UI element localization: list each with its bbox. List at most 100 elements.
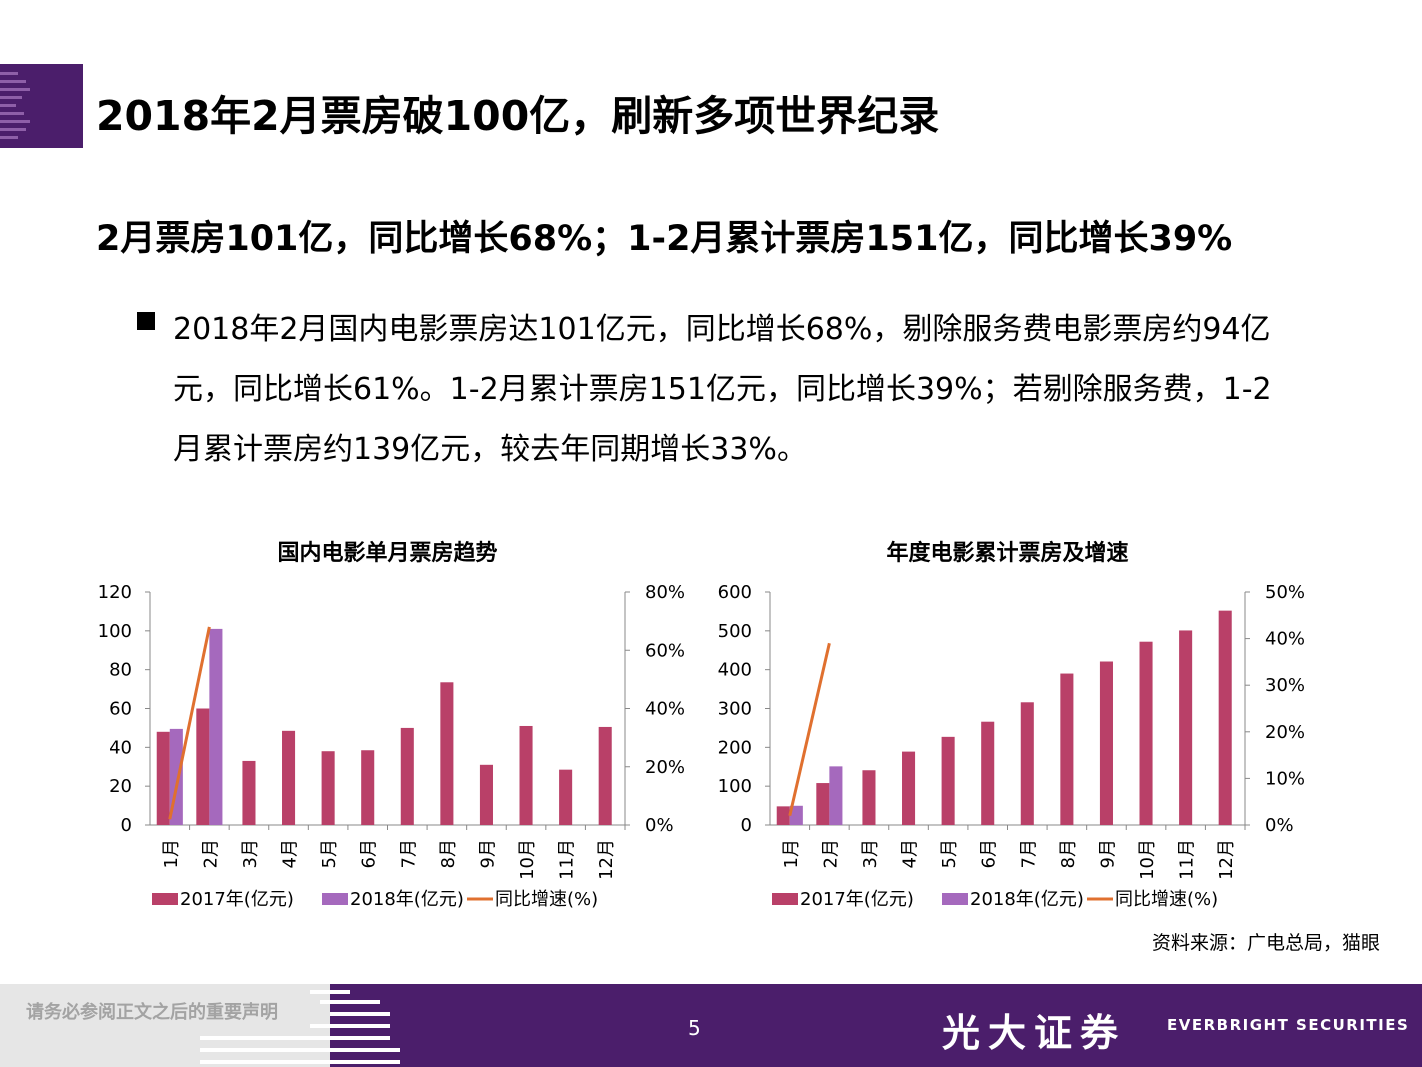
bar-2017-4 <box>282 730 296 825</box>
bullet-text: 2018年2月国内电影票房达101亿元，同比增长68%，剔除服务费电影票房约94… <box>173 312 1272 467</box>
legend-label: 2018年(亿元) <box>970 889 1084 910</box>
bar-2018-2 <box>829 766 843 825</box>
bar-2017-9 <box>479 764 493 825</box>
legend-label: 同比增速(%) <box>495 889 598 910</box>
legend-swatch <box>942 893 968 905</box>
bar-2017-11 <box>559 769 573 825</box>
brand-name-cn: 光大证券 <box>942 1010 1127 1055</box>
right-tick-label: 0% <box>645 815 674 836</box>
left-tick-label: 200 <box>718 737 752 758</box>
right-tick-label: 40% <box>645 699 685 720</box>
x-tick-label: 4月 <box>280 839 301 868</box>
legend-label: 2017年(亿元) <box>180 889 294 910</box>
x-tick-label: 5月 <box>319 839 340 868</box>
left-tick-label: 80 <box>109 660 132 681</box>
right-tick-label: 30% <box>1265 675 1305 696</box>
slide-subtitle: 2月票房101亿，同比增长68%；1-2月累计票房151亿，同比增长39% <box>96 219 1233 259</box>
left-tick-label: 400 <box>718 660 752 681</box>
right-tick-label: 40% <box>1265 629 1305 650</box>
bar-2017-1 <box>776 806 790 825</box>
bar-2017-2 <box>196 708 210 825</box>
x-tick-label: 11月 <box>557 839 578 880</box>
left-tick-label: 120 <box>98 582 132 603</box>
left-tick-label: 20 <box>109 776 132 797</box>
left-tick-label: 100 <box>98 621 132 642</box>
bar-2017-1 <box>156 731 170 825</box>
footer-stripes <box>200 984 400 1067</box>
slide-title: 2018年2月票房破100亿，刷新多项世界纪录 <box>96 92 940 140</box>
x-tick-label: 12月 <box>1216 839 1237 880</box>
chart-title: 年度电影累计票房及增速 <box>886 540 1128 566</box>
bar-2017-12 <box>1218 610 1232 825</box>
right-tick-label: 20% <box>1265 722 1305 743</box>
footer-grey-panel <box>0 984 330 1067</box>
x-tick-label: 7月 <box>398 839 419 868</box>
x-tick-label: 1月 <box>781 839 802 868</box>
bar-2017-7 <box>400 727 414 825</box>
bar-2017-6 <box>361 750 375 825</box>
x-tick-label: 9月 <box>1097 839 1118 868</box>
source-note: 资料来源：广电总局，猫眼 <box>1151 932 1380 954</box>
right-tick-label: 20% <box>645 757 685 778</box>
x-tick-label: 10月 <box>1137 839 1158 880</box>
legend-swatch <box>152 893 178 905</box>
right-tick-label: 80% <box>645 582 685 603</box>
chart-svg: 年度电影累计票房及增速 0 100 200 300 400 500 600 0% 10% 20% 30… <box>718 540 1305 910</box>
x-tick-label: 9月 <box>477 839 498 868</box>
chart-monthly-box-office: 国内电影单月票房趋势 0 20 40 60 80 100 120 0% 20% 40% 60% 80% 1… <box>80 525 720 930</box>
bar-2018-1 <box>789 805 803 825</box>
legend-label: 2018年(亿元) <box>350 889 464 910</box>
chart-cumulative-box-office: 年度电影累计票房及增速 0 100 200 300 400 500 600 0% 10% 20% 30… <box>700 525 1340 930</box>
x-tick-label: 2月 <box>200 839 221 868</box>
bar-2017-3 <box>862 770 876 825</box>
left-tick-label: 500 <box>718 621 752 642</box>
bar-2018-2 <box>209 628 223 825</box>
x-tick-label: 5月 <box>939 839 960 868</box>
x-tick-label: 3月 <box>860 839 881 868</box>
bar-2017-7 <box>1020 702 1034 825</box>
growth-line <box>788 642 831 817</box>
bar-2017-10 <box>519 725 533 825</box>
bar-2017-8 <box>1060 673 1074 825</box>
x-tick-label: 3月 <box>240 839 261 868</box>
left-tick-label: 0 <box>121 815 132 836</box>
growth-line <box>168 626 211 820</box>
x-tick-label: 8月 <box>438 839 459 868</box>
left-tick-label: 300 <box>718 699 752 720</box>
left-tick-label: 40 <box>109 737 132 758</box>
bar-2017-10 <box>1139 641 1153 825</box>
x-tick-label: 12月 <box>596 839 617 880</box>
legend-label: 同比增速(%) <box>1115 889 1218 910</box>
chart-svg: 国内电影单月票房趋势 0 20 40 60 80 100 120 0% 20% 40% 60% 80% 1… <box>98 540 685 910</box>
x-tick-label: 11月 <box>1177 839 1198 880</box>
bar-2017-6 <box>981 721 995 825</box>
legend-swatch <box>772 893 798 905</box>
x-tick-label: 1月 <box>161 839 182 868</box>
legend-swatch <box>322 893 348 905</box>
brand-logo-block <box>0 64 83 148</box>
disclaimer-text: 请务必参阅正文之后的重要声明 <box>26 1002 278 1023</box>
bar-2017-2 <box>816 783 830 825</box>
bar-2017-11 <box>1179 630 1193 825</box>
bar-2017-5 <box>941 736 955 825</box>
left-tick-label: 600 <box>718 582 752 603</box>
left-tick-label: 100 <box>718 776 752 797</box>
bullet-square-icon <box>137 312 155 330</box>
bar-2017-8 <box>440 682 454 825</box>
legend-label: 2017年(亿元) <box>800 889 914 910</box>
left-tick-label: 0 <box>741 815 752 836</box>
bar-2017-5 <box>321 751 335 825</box>
bar-2017-3 <box>242 760 256 825</box>
bar-2017-9 <box>1099 661 1113 825</box>
x-tick-label: 8月 <box>1058 839 1079 868</box>
bar-2017-4 <box>902 751 916 825</box>
right-tick-label: 0% <box>1265 815 1294 836</box>
x-tick-label: 7月 <box>1018 839 1039 868</box>
x-tick-label: 2月 <box>820 839 841 868</box>
x-tick-label: 10月 <box>517 839 538 880</box>
brand-name-en: EVERBRIGHT SECURITIES <box>1167 1016 1410 1034</box>
right-tick-label: 50% <box>1265 582 1305 603</box>
chart-title: 国内电影单月票房趋势 <box>277 540 497 566</box>
page-number: 5 <box>688 1016 701 1040</box>
left-tick-label: 60 <box>109 699 132 720</box>
